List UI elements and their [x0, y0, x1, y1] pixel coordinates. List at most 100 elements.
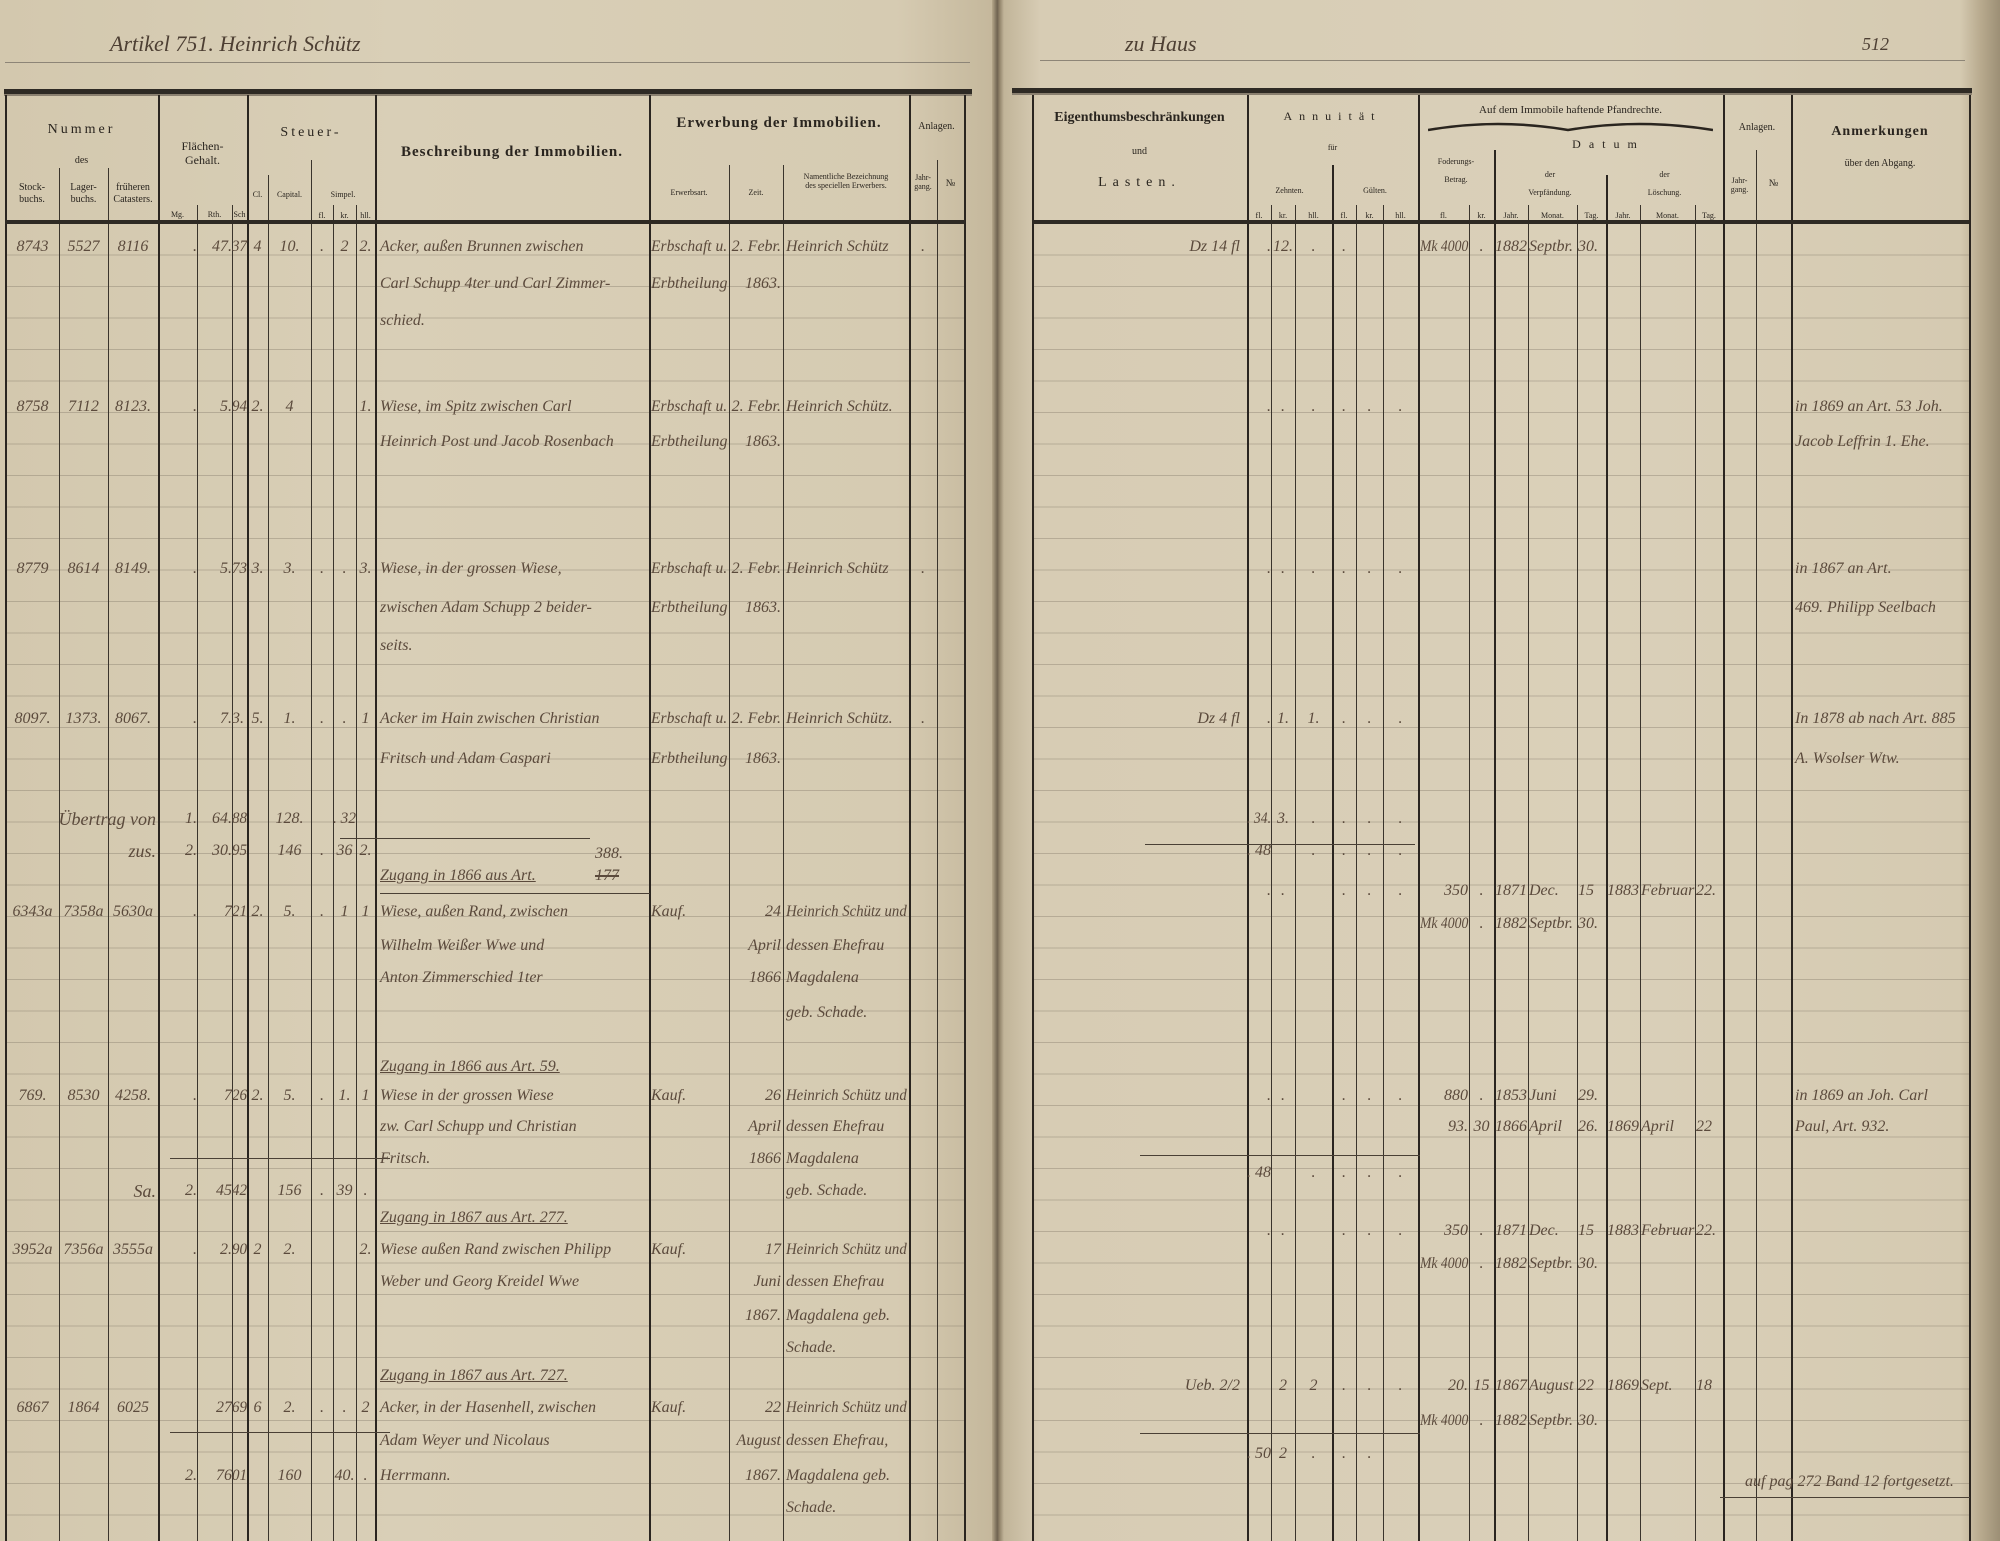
header-fuer: für: [1327, 143, 1338, 152]
cell-desc: Wilhelm Weißer Wwe und: [380, 937, 545, 954]
cell-fl: .: [320, 1087, 324, 1104]
cell-g-fl: .: [1342, 1445, 1346, 1462]
cell-erw: Heinrich Schütz.: [786, 710, 893, 727]
cell-cl: 5.: [251, 710, 264, 727]
cell-z-fl: .: [1267, 238, 1271, 255]
cell-z-fl: .: [1267, 560, 1271, 577]
cell-erw: dessen Ehefrau,: [786, 1432, 889, 1449]
cell-lager: 8614: [67, 560, 100, 577]
cell-l-jahr: 1869: [1607, 1118, 1639, 1135]
header-gueltern: Gülten.: [1363, 186, 1387, 195]
cell-z-fl: .: [1267, 882, 1271, 899]
cell-v-jahr: 1866: [1495, 1118, 1527, 1135]
column-rule: [1494, 150, 1496, 1541]
cell-g-kr: .: [1367, 1222, 1372, 1239]
header-loesch-monat: Monat.: [1656, 211, 1679, 220]
header-datum: Datum: [1572, 137, 1645, 151]
cell-zeit: 22: [765, 1399, 781, 1416]
cell-anm: in 1867 an Art.: [1795, 560, 1892, 577]
cell-stock: 8743: [16, 238, 49, 255]
column-rule: [1032, 95, 1034, 1541]
column-rule: [247, 95, 249, 1541]
cell-mg: 2.: [185, 1467, 197, 1484]
cell-g-fl: .: [1342, 238, 1346, 255]
header-steuer-capital: Capital.: [276, 190, 303, 199]
column-rule: [1295, 205, 1296, 1541]
cell-l-tag: 22.: [1696, 1222, 1716, 1239]
header-anmerkungen: Anmerkungen: [1831, 124, 1929, 139]
header-ueber-abgang: über den Abgang.: [1844, 158, 1916, 169]
cell-f-kr: 30: [1473, 1118, 1490, 1135]
cell-stock: 8779: [16, 560, 49, 577]
cell-stock: 3952a: [12, 1241, 53, 1258]
header-anlagen: Anlagen.: [918, 121, 955, 132]
column-rule: [729, 165, 730, 1541]
header-forderung-kr: kr.: [1477, 211, 1486, 220]
cell-sch: 88: [232, 810, 248, 827]
cell-f-fl: Mk 4000: [1420, 238, 1469, 255]
cell-cl: 4: [253, 238, 262, 255]
book-gutter: [992, 0, 1004, 1541]
sum-underline: [1140, 1155, 1420, 1156]
cell-mg: .: [193, 710, 197, 727]
cell-rth: 5.: [220, 398, 232, 415]
cell-g-kr: .: [1367, 1445, 1372, 1462]
cell-anm: in 1869 an Joh. Carl: [1795, 1087, 1928, 1104]
cell-g-kr: .: [1367, 1087, 1372, 1104]
cell-kr: 1.: [338, 1087, 351, 1104]
cell-cataster: 5630a: [113, 903, 153, 920]
cell-z-bll: .: [1311, 238, 1316, 255]
header-verpf-monat: Monat.: [1541, 211, 1564, 220]
cell-lager: 7358a: [63, 903, 104, 920]
cell-desc: Acker, in der Hasenhell, zwischen: [380, 1399, 596, 1416]
cell-art: Erbtheilung: [651, 750, 728, 767]
column-rule: [937, 160, 938, 1541]
cell-capital: 160: [277, 1467, 302, 1484]
cell-g-fl: .: [1342, 810, 1346, 827]
cell-v-tag: 30.: [1578, 915, 1598, 932]
header-erwerber-l1: Namentliche Bezeichnung: [803, 172, 889, 181]
cell-g-fl: .: [1342, 1087, 1346, 1104]
cell-art: Erbschaft u.: [651, 560, 728, 577]
cell-f-fl: Mk 4000: [1420, 915, 1469, 932]
header-erwerbung: Erwerbung der Immobilien.: [676, 115, 882, 131]
sum-underline: [170, 1158, 390, 1159]
cell-bll: 1.: [359, 398, 372, 415]
cell-zeit: 1867.: [745, 1467, 781, 1484]
header-nr-right: №: [1768, 178, 1779, 189]
header-catasters: früheren Catasters.: [108, 182, 158, 205]
header-steuer: Steuer-: [280, 125, 342, 140]
cell-kr: .: [342, 1399, 347, 1416]
cell-desc: Wiese, in der grossen Wiese,: [380, 560, 562, 577]
cell-z-bll: .: [1311, 398, 1316, 415]
cell-zeit: 26: [765, 1087, 781, 1104]
cell-f-fl: 20.: [1448, 1377, 1468, 1394]
cell-cl: 2: [253, 1241, 262, 1258]
cell-jg: .: [921, 710, 925, 727]
cell-zeit: 2. Febr.: [731, 710, 781, 727]
cell-mg: 2.: [185, 1182, 197, 1199]
cell-bll: .: [363, 1182, 368, 1199]
cell-erw: Heinrich Schütz und: [786, 1241, 907, 1258]
cell-f-kr: .: [1479, 882, 1484, 899]
column-rule: [1723, 95, 1725, 1541]
cell-art: Kauf.: [651, 1399, 687, 1416]
header-lagerbuchs: Lager-buchs.: [59, 182, 108, 205]
cell-sch: 37: [232, 238, 248, 255]
cell-lager: 7356a: [63, 1241, 104, 1258]
cell-sch: 73: [232, 560, 248, 577]
cell-lager: 1864: [67, 1399, 100, 1416]
cell-capital: 10.: [279, 238, 300, 255]
cell-desc: Weber und Georg Kreidel Wwe: [380, 1273, 580, 1290]
right-header-bottom-rule: [1032, 220, 1969, 224]
column-rule: [1528, 205, 1529, 1541]
cell-rth: 5.: [220, 560, 232, 577]
cell-capital: 2.: [283, 1399, 296, 1416]
header-eigenthum: Eigenthumsbeschränkungen: [1054, 110, 1225, 125]
column-rule: [1418, 95, 1420, 1541]
cell-anm: in 1869 an Art. 53 Joh.: [1795, 398, 1943, 415]
cell-mg: .: [193, 903, 197, 920]
cell-cataster: 8123.: [115, 398, 151, 415]
cell-art: Erbschaft u.: [651, 238, 728, 255]
cell-g-bll: .: [1398, 882, 1403, 899]
